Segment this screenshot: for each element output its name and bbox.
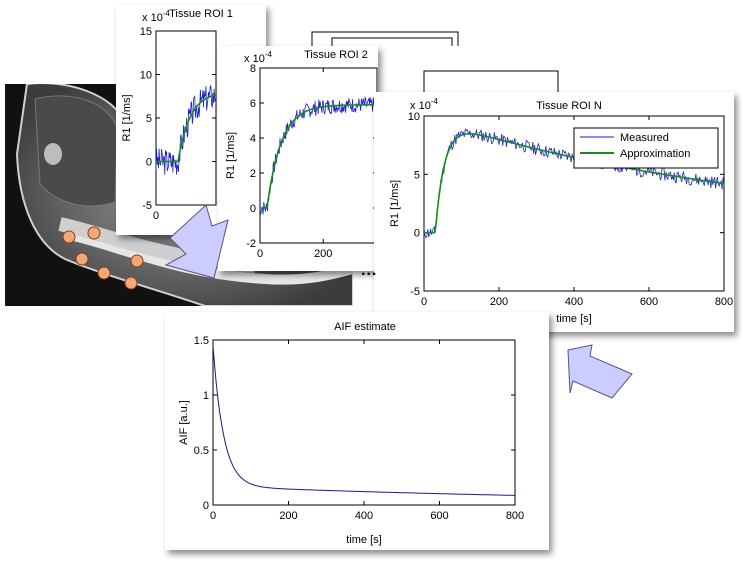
x-tick-label: 400 xyxy=(565,296,583,308)
y-tick-label: 4 xyxy=(250,133,256,145)
series-approximation xyxy=(156,94,217,163)
y-axis-label: R1 [1/ms] xyxy=(121,94,133,141)
y-tick-label: -5 xyxy=(410,286,420,298)
x-tick-label: 800 xyxy=(715,296,733,308)
arrow-to-rois-icon xyxy=(164,204,229,279)
x-tick-label: 600 xyxy=(430,510,448,522)
y-tick-label: 8 xyxy=(250,63,256,75)
series-measured xyxy=(155,85,217,175)
ellipsis: ... xyxy=(361,262,378,279)
roi-marker[interactable] xyxy=(97,266,111,280)
stack-bracket-2 xyxy=(331,37,453,46)
series-aif xyxy=(212,345,515,496)
axis-exponent-power: -4 xyxy=(265,50,273,59)
legend-label: Approximation xyxy=(620,148,690,160)
y-tick-label: 5 xyxy=(146,113,152,125)
roi-marker[interactable] xyxy=(124,276,138,290)
chart-title: AIF estimate xyxy=(334,321,396,333)
y-tick-label: 0 xyxy=(250,203,256,215)
y-tick-label: 0 xyxy=(203,500,209,512)
y-tick-label: 2 xyxy=(250,168,256,180)
x-tick-label: 0 xyxy=(210,510,216,522)
arrow-to-aif-icon xyxy=(567,344,633,399)
axis-exponent-power: -4 xyxy=(431,97,439,106)
y-tick-label: 0.5 xyxy=(194,445,209,457)
x-axis-label: time [s] xyxy=(346,534,381,546)
chart-title: Tissue ROI N xyxy=(536,100,602,112)
stack-bracket-1 xyxy=(311,31,459,46)
legend: Measured Approximation xyxy=(573,127,719,169)
y-tick-label: -5 xyxy=(142,200,152,212)
chart-title: Tissue ROI 1 xyxy=(169,8,233,20)
roi-marker[interactable] xyxy=(75,252,89,266)
chart-title: Tissue ROI 2 xyxy=(304,49,368,61)
roi-marker[interactable] xyxy=(62,230,76,244)
y-tick-label: 0 xyxy=(414,228,420,240)
x-tick-label: 0 xyxy=(421,296,427,308)
stack-bracket-3 xyxy=(423,70,559,92)
plot-area xyxy=(155,30,217,206)
y-tick-label: 1 xyxy=(203,390,209,402)
muscle-band xyxy=(64,229,353,285)
y-tick-label: 5 xyxy=(414,169,420,181)
y-axis-label: R1 [1/ms] xyxy=(225,132,237,179)
roi-marker[interactable] xyxy=(130,254,144,268)
aif-chart: 0 200 400 600 800 0 0.5 1 1.5 AIF estimate AIF [a.… xyxy=(178,321,524,546)
y-tick-label: 10 xyxy=(140,70,152,82)
y-tick-label: 10 xyxy=(408,111,420,123)
y-axis-label: R1 [1/ms] xyxy=(389,180,401,227)
aif-card: 0 200 400 600 800 0 0.5 1 1.5 AIF estimate AIF [a.… xyxy=(165,312,549,550)
x-tick-label: 400 xyxy=(355,510,373,522)
y-tick-label: 0 xyxy=(146,157,152,169)
x-tick-label: 600 xyxy=(640,296,658,308)
x-tick-label: 200 xyxy=(279,510,297,522)
x-tick-label: 800 xyxy=(506,510,524,522)
legend-box xyxy=(573,127,719,169)
roi-marker[interactable] xyxy=(87,226,101,240)
roi-markers xyxy=(62,226,144,290)
plot-area xyxy=(259,67,378,244)
x-axis-label: time [s] xyxy=(556,313,591,325)
series-approximation xyxy=(260,103,377,209)
x-tick-label: 0 xyxy=(153,210,159,222)
y-tick-label: 6 xyxy=(250,98,256,110)
y-tick-label: 15 xyxy=(140,26,152,38)
vessel-region xyxy=(44,143,62,165)
x-tick-label: 200 xyxy=(490,296,508,308)
axis-exponent-power: -4 xyxy=(163,9,171,18)
x-tick-label: 200 xyxy=(314,248,332,260)
x-tick-label: 0 xyxy=(257,248,263,260)
y-tick-label: -2 xyxy=(246,238,256,250)
y-tick-label: 1.5 xyxy=(194,335,209,347)
plot-area xyxy=(212,339,516,506)
legend-label: Measured xyxy=(620,132,669,144)
y-axis-label: AIF [a.u.] xyxy=(178,400,190,445)
